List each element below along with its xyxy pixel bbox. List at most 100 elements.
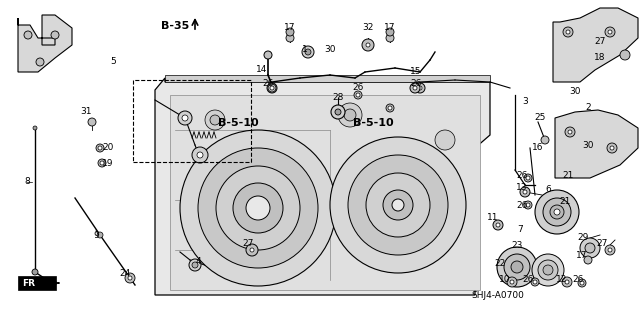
Circle shape [386,34,394,42]
Text: 22: 22 [494,258,506,268]
Polygon shape [553,8,638,82]
Circle shape [178,111,192,125]
Circle shape [335,109,341,115]
Circle shape [354,91,362,99]
Circle shape [366,43,370,47]
Circle shape [410,83,420,93]
Text: 6: 6 [545,186,551,195]
Circle shape [246,196,270,220]
Circle shape [98,146,102,150]
Text: 21: 21 [563,170,573,180]
Circle shape [538,260,558,280]
Circle shape [510,280,514,284]
Text: 7: 7 [517,226,523,234]
Text: 27: 27 [243,239,253,248]
Circle shape [526,176,530,180]
Circle shape [610,146,614,150]
Circle shape [585,243,595,253]
Text: 15: 15 [410,68,422,77]
Circle shape [362,39,374,51]
Text: 28: 28 [332,93,344,102]
Circle shape [98,159,106,167]
Text: 10: 10 [499,276,511,285]
Polygon shape [165,75,490,82]
Circle shape [97,232,103,238]
Circle shape [523,190,527,194]
Text: 13: 13 [516,183,528,192]
Text: 17: 17 [576,250,588,259]
Circle shape [264,51,272,59]
Circle shape [607,143,617,153]
Text: B-5-10: B-5-10 [218,118,259,128]
Circle shape [511,261,523,273]
Circle shape [36,58,44,66]
Circle shape [496,223,500,227]
Polygon shape [170,95,480,290]
Circle shape [128,276,132,280]
Circle shape [216,166,300,250]
Text: 1: 1 [302,46,308,55]
Text: 25: 25 [534,114,546,122]
Circle shape [543,198,571,226]
Text: 26: 26 [262,79,274,88]
Circle shape [620,50,630,60]
Circle shape [182,115,188,121]
Circle shape [533,280,537,284]
Text: 8: 8 [24,177,30,187]
Circle shape [392,199,404,211]
Circle shape [418,86,422,90]
Text: 23: 23 [511,241,523,249]
Text: 27: 27 [595,38,605,47]
Circle shape [563,27,573,37]
Circle shape [608,248,612,252]
Circle shape [270,86,274,90]
Circle shape [348,155,448,255]
Text: B-5-10: B-5-10 [353,118,394,128]
Circle shape [524,174,532,182]
Circle shape [205,110,225,130]
Text: SHJ4-A0700: SHJ4-A0700 [472,292,524,300]
Circle shape [96,144,104,152]
Circle shape [605,245,615,255]
Text: 3: 3 [522,98,528,107]
Circle shape [532,254,564,286]
Circle shape [520,187,530,197]
Circle shape [386,104,394,112]
Circle shape [338,103,362,127]
Circle shape [302,46,314,58]
Circle shape [356,93,360,97]
Circle shape [531,278,539,286]
Circle shape [270,86,274,90]
Circle shape [250,248,254,252]
Circle shape [344,109,356,121]
Text: 31: 31 [80,108,92,116]
Circle shape [197,152,203,158]
Circle shape [24,31,32,39]
Circle shape [383,190,413,220]
Text: 2: 2 [585,103,591,113]
Circle shape [305,49,311,55]
Circle shape [198,148,318,268]
Circle shape [189,259,201,271]
Circle shape [565,127,575,137]
Circle shape [526,203,530,207]
Text: 26: 26 [410,79,422,88]
Polygon shape [155,78,490,295]
Circle shape [331,105,345,119]
Circle shape [233,183,283,233]
Text: 11: 11 [487,213,499,222]
Text: 17: 17 [284,24,296,33]
Text: 16: 16 [532,144,544,152]
Text: 30: 30 [582,140,594,150]
Circle shape [568,130,572,134]
Circle shape [268,84,276,92]
Circle shape [388,106,392,110]
Bar [18,276,56,290]
Circle shape [210,115,220,125]
Text: 26: 26 [522,276,534,285]
Circle shape [435,130,455,150]
Circle shape [535,190,579,234]
Circle shape [33,126,37,130]
Circle shape [541,136,549,144]
Circle shape [286,28,294,36]
